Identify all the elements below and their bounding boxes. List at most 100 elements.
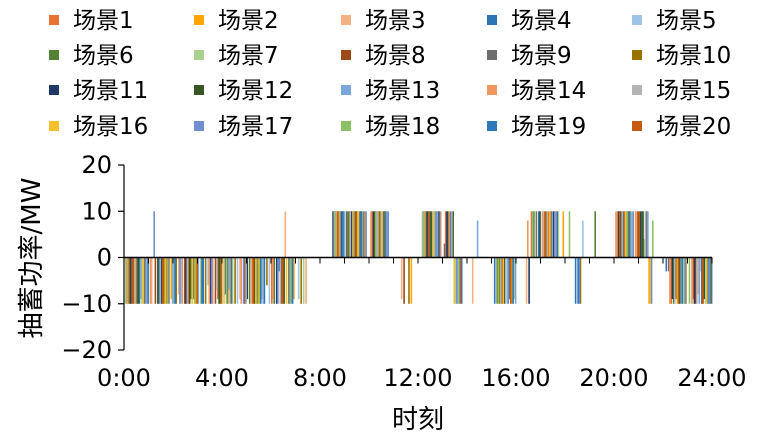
- bar: [263, 257, 266, 304]
- bar: [348, 211, 350, 258]
- legend-swatch: [194, 85, 204, 95]
- bar: [266, 257, 268, 286]
- legend-swatch: [487, 85, 497, 95]
- bar: [150, 257, 153, 304]
- bar: [230, 257, 233, 304]
- bar: [283, 257, 285, 304]
- bar: [143, 257, 146, 304]
- bar: [340, 211, 343, 258]
- bar: [136, 257, 138, 304]
- bar: [620, 211, 622, 258]
- bar: [211, 257, 213, 304]
- bar: [365, 211, 367, 258]
- bar: [202, 257, 204, 304]
- bar: [187, 257, 190, 304]
- bar: [239, 257, 241, 300]
- bar: [471, 257, 474, 304]
- bar: [188, 257, 191, 304]
- bar: [342, 211, 344, 258]
- bar: [498, 257, 501, 304]
- bar: [682, 257, 685, 304]
- bar: [153, 211, 155, 258]
- bar: [334, 211, 337, 258]
- bar: [191, 257, 193, 304]
- bar: [438, 211, 441, 258]
- bar: [351, 211, 354, 258]
- bar: [707, 257, 709, 304]
- bar: [387, 211, 389, 258]
- bar: [501, 257, 503, 304]
- bar: [160, 257, 163, 304]
- bar: [641, 211, 643, 258]
- legend-label: 场景4: [511, 8, 572, 34]
- bar: [644, 211, 647, 258]
- bar: [285, 257, 288, 304]
- legend-swatch: [194, 15, 204, 25]
- bar: [339, 211, 342, 258]
- bar: [702, 257, 704, 304]
- bar: [708, 257, 710, 304]
- legend-swatch: [49, 50, 59, 60]
- bar: [125, 257, 127, 304]
- y-axis-title: 抽蓄功率/MW: [17, 178, 47, 339]
- legend-label: 场景11: [73, 78, 148, 104]
- bar: [530, 211, 533, 258]
- bar: [688, 257, 691, 304]
- bar: [403, 257, 405, 304]
- bar: [166, 257, 169, 304]
- bar: [147, 257, 149, 304]
- bar: [550, 211, 552, 258]
- bar: [514, 257, 517, 304]
- bar: [337, 211, 339, 258]
- legend-item: 场景9: [487, 43, 572, 69]
- bar: [692, 257, 694, 300]
- bar: [508, 257, 511, 300]
- bar: [220, 257, 223, 304]
- bar: [195, 257, 197, 304]
- bar: [248, 257, 251, 304]
- bar: [449, 211, 452, 258]
- legend-item: 场景12: [194, 78, 293, 104]
- bar: [252, 257, 255, 304]
- bar: [552, 211, 555, 258]
- bar: [290, 257, 293, 304]
- legend-label: 场景2: [218, 8, 279, 34]
- bar: [386, 211, 388, 258]
- bar: [177, 257, 180, 295]
- bar: [701, 257, 703, 304]
- legend-label: 场景16: [73, 114, 148, 140]
- bar: [577, 257, 579, 304]
- legend-item: 场景15: [632, 78, 731, 104]
- legend-label: 场景18: [365, 114, 440, 140]
- bar: [349, 211, 351, 258]
- bar: [343, 211, 345, 258]
- bar: [547, 211, 550, 258]
- bar: [278, 257, 280, 272]
- bar: [693, 257, 696, 304]
- bar: [546, 211, 549, 258]
- bar: [168, 257, 170, 304]
- bar: [214, 257, 217, 304]
- bar: [568, 211, 571, 258]
- bar: [447, 211, 449, 258]
- legend-item: 场景8: [341, 43, 426, 69]
- bar: [670, 257, 672, 304]
- bar: [665, 257, 668, 272]
- bar: [453, 257, 456, 304]
- legend-item: 场景1: [49, 8, 134, 34]
- bar: [197, 257, 200, 304]
- bar: [353, 211, 355, 258]
- bar: [531, 211, 534, 258]
- bar: [133, 257, 136, 304]
- legend-swatch: [487, 121, 497, 131]
- bar: [533, 211, 535, 258]
- bar: [204, 257, 207, 304]
- x-tick-label: 12:00: [383, 364, 452, 392]
- bar: [373, 211, 376, 258]
- bar: [446, 211, 448, 258]
- legend-label: 场景13: [365, 78, 440, 104]
- bar: [511, 257, 513, 304]
- bar: [258, 257, 261, 304]
- bar: [574, 257, 577, 304]
- bar: [685, 257, 687, 304]
